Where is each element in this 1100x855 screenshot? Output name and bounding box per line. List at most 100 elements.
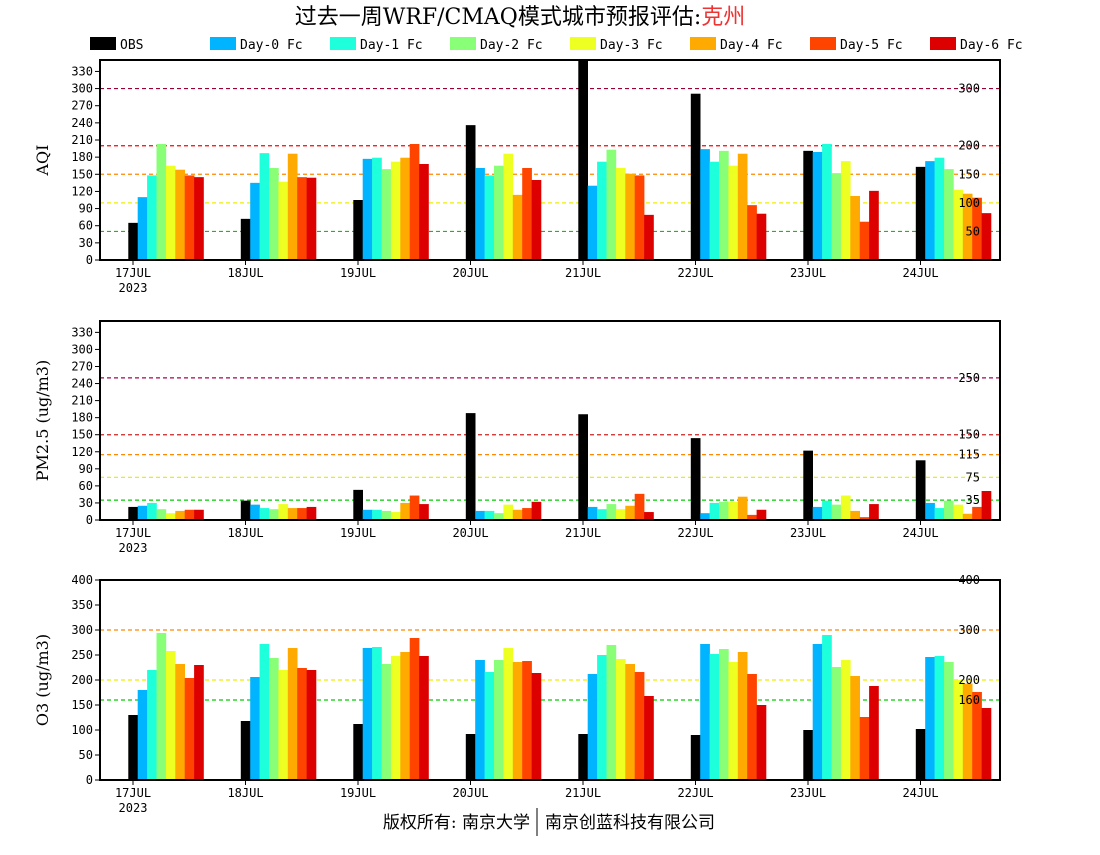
bar-day-3-fc — [165, 651, 176, 780]
bar-day-0-fc — [925, 657, 935, 780]
x-year-label: 2023 — [119, 801, 148, 815]
x-year-label: 2023 — [119, 541, 148, 555]
bar-day-2-fc — [831, 173, 842, 260]
x-tick-label: 24JUL — [902, 266, 938, 280]
threshold-label: 150 — [958, 167, 980, 181]
threshold-label: 300 — [958, 623, 980, 637]
bar-day-4-fc — [512, 509, 523, 520]
bar-day-1-fc — [822, 144, 832, 260]
y-tick-label: 60 — [79, 479, 93, 493]
y-tick-label: 240 — [71, 116, 93, 130]
bar-day-6-fc — [419, 504, 429, 520]
bar-day-6-fc — [981, 213, 992, 260]
bar-day-1-fc — [484, 175, 495, 260]
y-tick-label: 30 — [79, 236, 93, 250]
threshold-label: 75 — [966, 470, 980, 484]
figure-title: 过去一周WRF/CMAQ模式城市预报评估:克州 — [295, 5, 746, 30]
bar-obs — [578, 60, 588, 260]
bar-day-1-fc — [259, 644, 270, 780]
bar-day-4-fc — [850, 510, 860, 520]
bar-day-0-fc — [812, 644, 823, 780]
bar-day-4-fc — [400, 652, 410, 780]
x-tick-label: 18JUL — [227, 526, 263, 540]
bar-day-0-fc — [925, 161, 935, 260]
bar-day-2-fc — [269, 658, 279, 780]
bar-obs — [240, 500, 251, 520]
bar-day-5-fc — [747, 205, 757, 260]
bar-day-0-fc — [700, 149, 710, 260]
bar-day-3-fc — [728, 165, 739, 260]
legend-item: Day-6 Fc — [930, 37, 1023, 53]
threshold-label: 200 — [958, 139, 980, 153]
title-city: 克州 — [701, 5, 745, 30]
bar-day-5-fc — [522, 508, 532, 520]
bar-day-5-fc — [409, 144, 420, 260]
bar-obs — [465, 413, 476, 520]
legend-item: Day-3 Fc — [570, 37, 663, 53]
y-tick-label: 100 — [71, 723, 93, 737]
bar-day-0-fc — [362, 158, 373, 260]
bar-obs — [353, 200, 363, 260]
bar-day-3-fc — [840, 660, 851, 780]
bar-day-0-fc — [812, 506, 823, 520]
bar-day-6-fc — [306, 506, 317, 520]
bar-day-3-fc — [953, 189, 964, 260]
x-tick-label: 20JUL — [452, 786, 488, 800]
y-axis-label: PM2.5 (ug/m3) — [33, 360, 52, 481]
bar-obs — [240, 721, 251, 780]
legend-label: Day-4 Fc — [720, 38, 783, 53]
legend-item: Day-4 Fc — [690, 37, 783, 53]
bar-day-6-fc — [419, 164, 429, 260]
bar-day-0-fc — [475, 168, 485, 260]
bar-day-2-fc — [719, 150, 729, 260]
y-tick-label: 90 — [79, 462, 93, 476]
bar-obs — [803, 730, 813, 780]
legend-swatch — [930, 37, 956, 50]
bar-day-5-fc — [297, 508, 307, 520]
bar-day-5-fc — [634, 672, 645, 780]
bar-day-0-fc — [700, 644, 710, 780]
x-tick-label: 21JUL — [565, 786, 601, 800]
bar-obs — [353, 724, 363, 780]
y-tick-label: 350 — [71, 598, 93, 612]
legend-label: Day-1 Fc — [360, 38, 423, 53]
bar-day-5-fc — [859, 221, 870, 260]
bar-day-4-fc — [287, 508, 298, 520]
bar-day-1-fc — [259, 153, 270, 260]
y-tick-label: 50 — [79, 748, 93, 762]
bar-day-6-fc — [756, 705, 767, 780]
bar-obs — [578, 734, 588, 780]
bar-day-3-fc — [728, 501, 739, 520]
bar-day-3-fc — [390, 161, 401, 260]
threshold-label: 160 — [958, 693, 980, 707]
y-tick-label: 0 — [86, 513, 93, 527]
bar-obs — [128, 506, 138, 520]
bar-day-2-fc — [494, 660, 504, 780]
bar-day-6-fc — [981, 708, 992, 780]
bar-day-1-fc — [372, 647, 382, 780]
legend-swatch — [570, 37, 596, 50]
y-tick-label: 0 — [86, 773, 93, 787]
bar-day-0-fc — [812, 152, 823, 260]
plot-frame — [99, 59, 1001, 261]
bar-day-6-fc — [644, 512, 654, 520]
bar-day-4-fc — [962, 193, 973, 260]
bar-day-4-fc — [512, 662, 523, 780]
bar-obs — [465, 734, 476, 780]
y-tick-label: 270 — [71, 359, 93, 373]
bar-day-0-fc — [587, 506, 598, 520]
x-tick-label: 21JUL — [565, 526, 601, 540]
bar-day-1-fc — [147, 502, 157, 520]
bar-day-1-fc — [372, 509, 382, 520]
bar-day-5-fc — [522, 168, 532, 260]
plot-frame — [99, 320, 1001, 521]
y-tick-label: 300 — [71, 342, 93, 356]
legend-label: Day-5 Fc — [840, 38, 903, 53]
bar-obs — [465, 125, 476, 261]
y-axis-label: O3 (ug/m3) — [33, 634, 52, 726]
x-tick-label: 19JUL — [340, 266, 376, 280]
bar-day-5-fc — [972, 692, 982, 780]
bar-day-3-fc — [840, 161, 851, 260]
bar-day-0-fc — [137, 505, 148, 520]
